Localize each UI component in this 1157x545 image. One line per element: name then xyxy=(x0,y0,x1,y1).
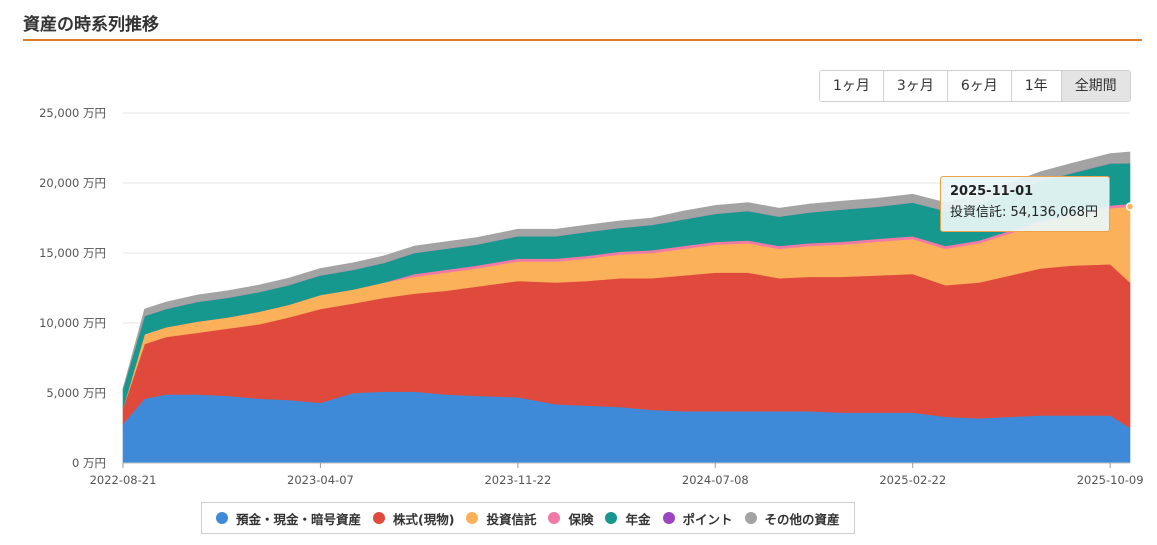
x-tick-label: 2023-11-22 xyxy=(484,473,551,487)
title-divider xyxy=(23,39,1142,41)
legend-dot-icon xyxy=(548,512,561,524)
legend-label: 株式(現物) xyxy=(393,511,455,527)
range-3month-button[interactable]: 3ヶ月 xyxy=(883,71,948,101)
legend-label: ポイント xyxy=(682,511,733,527)
legend-dot-icon xyxy=(216,512,228,524)
legend-item-other[interactable]: その他の資産 xyxy=(744,509,840,528)
y-tick-label: 5,000 万円 xyxy=(46,386,106,400)
legend-dot-icon xyxy=(373,512,386,524)
legend-label: 年金 xyxy=(625,511,651,527)
x-tick-label: 2023-04-07 xyxy=(287,473,354,487)
x-tick-label: 2025-02-22 xyxy=(879,473,946,487)
legend-dot-icon xyxy=(662,512,675,524)
legend-item-insurance[interactable]: 保険 xyxy=(548,509,593,528)
legend-item-stocks[interactable]: 株式(現物) xyxy=(373,509,454,528)
legend-dot-icon xyxy=(744,512,757,524)
legend-label: 投資信託 xyxy=(486,511,537,527)
legend-label: 預金・現金・暗号資産 xyxy=(236,511,362,527)
chart-tooltip: 2025-11-01 投資信託: 54,136,068円 xyxy=(940,176,1110,232)
legend-dot-icon xyxy=(605,512,618,524)
y-tick-label: 15,000 万円 xyxy=(39,246,106,260)
legend-dot-icon xyxy=(466,512,479,524)
page-title: 資産の時系列推移 xyxy=(23,15,159,35)
legend-item-deposits[interactable]: 預金・現金・暗号資産 xyxy=(216,509,361,528)
legend-item-points[interactable]: ポイント xyxy=(662,509,733,528)
legend-label: 保険 xyxy=(568,511,594,527)
x-tick-label: 2024-07-08 xyxy=(682,473,749,487)
range-selector: 1ヶ月 3ヶ月 6ヶ月 1年 全期間 xyxy=(819,70,1131,102)
range-1month-button[interactable]: 1ヶ月 xyxy=(820,71,884,101)
y-tick-label: 0 万円 xyxy=(72,456,106,470)
y-tick-label: 25,000 万円 xyxy=(39,106,106,120)
range-6month-button[interactable]: 6ヶ月 xyxy=(947,71,1012,101)
series-area xyxy=(122,151,1131,389)
tooltip-date: 2025-11-01 xyxy=(950,184,1034,199)
range-1year-button[interactable]: 1年 xyxy=(1011,71,1062,101)
x-tick-label: 2025-10-09 xyxy=(1077,473,1144,487)
y-tick-label: 20,000 万円 xyxy=(39,176,106,190)
hover-point-marker xyxy=(1125,202,1135,211)
legend-label: その他の資産 xyxy=(764,511,840,527)
y-tick-label: 10,000 万円 xyxy=(39,316,106,330)
chart-legend: 預金・現金・暗号資産 株式(現物) 投資信託 保険 年金 ポイント その他の資産 xyxy=(201,502,855,534)
legend-item-pension[interactable]: 年金 xyxy=(605,509,651,528)
tooltip-value: 投資信託: 54,136,068円 xyxy=(950,205,1098,220)
range-all-button[interactable]: 全期間 xyxy=(1061,71,1130,101)
x-tick-label: 2022-08-21 xyxy=(90,473,157,487)
legend-item-funds[interactable]: 投資信託 xyxy=(466,509,536,528)
